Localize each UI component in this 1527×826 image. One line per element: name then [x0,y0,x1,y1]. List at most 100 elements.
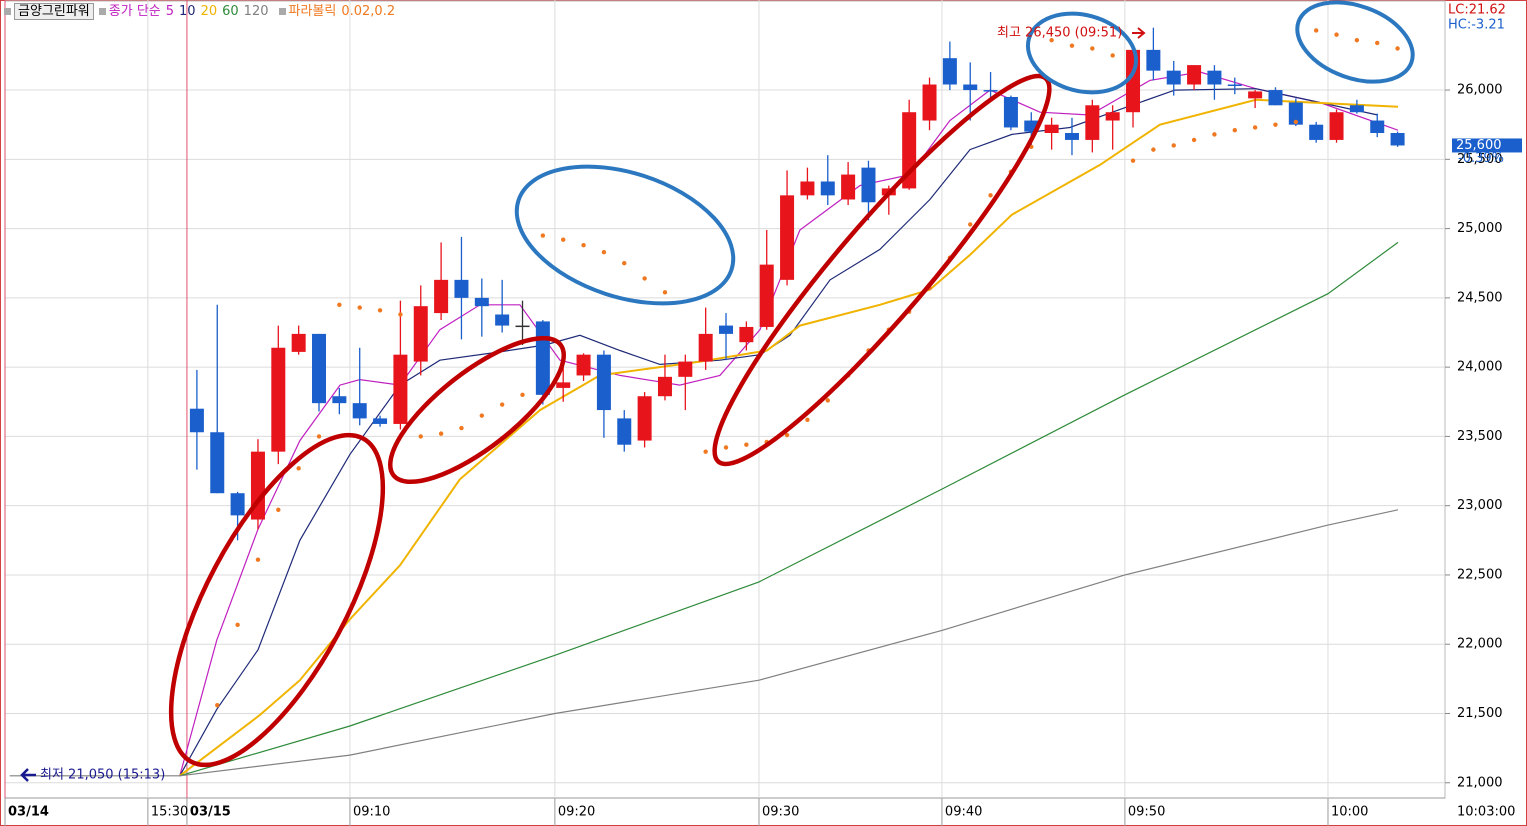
highlight-ellipse [1025,11,1139,95]
sar-dot [1252,125,1258,130]
candle-body [393,354,408,424]
candle-body [678,361,693,377]
sar-dot [398,312,403,317]
candle-body [983,90,998,92]
candle-body [841,174,856,200]
sar-dot [1191,137,1197,143]
candle-body [1003,96,1018,128]
sar-dot [1090,46,1095,51]
sar-dot [276,507,281,513]
low-arrow [20,768,36,782]
candle-body [657,376,672,397]
sar-dot [235,622,240,628]
x-tick-label: 10:00 [1331,805,1368,820]
x-tick-label: 03/15 [190,805,231,820]
candle-body [800,181,815,196]
ma-line [179,241,1399,777]
legend-icon [278,8,286,15]
candle-body [291,333,306,352]
x-tick-label: 09:40 [945,805,982,820]
ma-line [9,509,1399,777]
y-tick-label: 25,500 [1457,152,1503,167]
sar-dot [255,557,261,562]
candle-body [312,333,327,404]
candle-body [759,264,774,327]
sar-dot [1151,147,1156,152]
x-tick-label: 09:20 [558,805,595,820]
x-tick-label: 09:50 [1128,805,1165,820]
sar-dot [662,290,668,295]
y-tick-label: 21,000 [1457,775,1503,790]
sar-dot [622,261,627,266]
sar-dot [337,302,342,307]
candle-body [1064,133,1079,140]
sar-label: 파라볼릭 [288,4,337,19]
sar-dot [561,237,566,242]
sar-dot [316,434,322,439]
candle-body [271,347,286,452]
ma-legend: 5 10 20 60 120 [166,4,274,19]
sar-dot [479,413,485,418]
legend-icon [4,8,11,15]
candle-body [230,493,245,516]
candle-body [637,396,652,441]
candle-body [434,279,449,314]
candle-body [719,325,734,334]
ma-line [179,98,1399,777]
sar-dot [1334,32,1339,37]
candle-body [1187,65,1202,85]
candle-body [1349,105,1364,113]
current-price-box [1452,138,1522,153]
hc-label: HC:-3.21 [1448,18,1505,33]
x-tick-label: 03/14 [8,805,49,820]
sar-dot [438,431,444,436]
candle-body [1146,49,1161,71]
current-change: -0.39% [1458,151,1504,166]
sar-dot [418,434,423,439]
highlight-ellipse [514,164,736,306]
sar-dot [1232,128,1237,133]
candle-body [373,418,388,424]
x-tick-label: 15:30 [151,805,188,820]
legend-entry: 10 [179,4,196,19]
y-tick-label: 22,000 [1457,637,1503,652]
blue-highlights [514,0,1415,306]
sar-dot [520,392,525,398]
y-tick-label: 26,000 [1457,83,1503,98]
sar-dot [784,432,790,438]
sar-dot [215,702,220,708]
sar-dot [296,466,301,471]
candle-body [820,181,835,196]
candle-body [189,408,204,433]
current-price: 25,600 [1456,138,1502,153]
candle-body [942,58,957,85]
candle-body [1390,133,1405,146]
high-arrow [1132,27,1146,39]
candle-body [780,195,795,280]
sar-dot [825,398,830,403]
sar-dot [1395,46,1400,51]
sar-dot [1049,37,1054,43]
candle-body [515,325,530,328]
candle-body [1309,124,1324,140]
plot-area [4,0,1446,799]
sar-dot [1171,143,1176,148]
sar-dot [1313,28,1319,33]
highlight-ellipse [168,432,386,768]
candle-body [1105,112,1120,121]
grid [4,0,1450,826]
candle-body [556,382,571,388]
candle-body [576,354,591,376]
legend-icon [98,8,106,15]
y-tick-label: 24,500 [1457,290,1503,305]
candle-body [535,321,550,395]
candle-body [1370,120,1385,133]
y-tick-label: 23,000 [1457,498,1503,513]
legend: 금양그린파워 종가 단순 5 10 20 60 120 파라볼릭 0.02,0.2 [4,2,400,22]
high-note: 최고 26,450 (09:51) [997,26,1122,41]
candle-body [332,396,347,404]
legend-entry: 60 [222,4,239,19]
sar-dot [988,193,993,198]
x-tick-label: 09:30 [762,805,799,820]
